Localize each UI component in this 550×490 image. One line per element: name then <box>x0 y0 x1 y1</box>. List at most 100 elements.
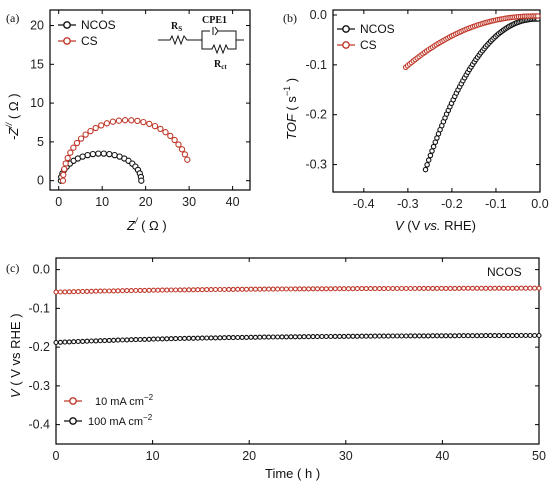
panel-b-ncos-point <box>425 157 432 163</box>
panel-a-x-label: Z/ ( Ω ) <box>126 216 167 233</box>
panel-c-series-1-point <box>75 338 81 345</box>
panel-c-series-0-point <box>115 288 121 294</box>
panel-b-y-tick-label: -0.3 <box>305 158 327 172</box>
panel-c-series-1-point <box>115 337 121 343</box>
panel-c-series-1-point <box>532 332 538 339</box>
panel-a-x-tick-label: 20 <box>139 195 153 209</box>
panel-c-series-1-point <box>412 333 418 339</box>
panel-c-series-1-point <box>381 333 387 339</box>
panel-b-x-tick-label: -0.1 <box>485 197 507 211</box>
panel-c-series-0-point <box>66 289 72 295</box>
panel-a-y-tick-label: 5 <box>37 135 44 149</box>
panel-c-series-1-point <box>443 333 449 339</box>
panel-c-series-1-point <box>173 336 179 342</box>
panel-c-series-1-point <box>57 339 63 345</box>
panel-c-series-0-point <box>465 285 471 291</box>
panel-c-series-0-point <box>447 285 453 291</box>
panel-c-series-0-point <box>376 286 383 292</box>
panel-c-series-0-point <box>385 285 391 292</box>
panel-a-y-tick-label: 0 <box>37 174 44 188</box>
panel-c-series-1-point <box>501 333 507 339</box>
panel-c-series-1-point <box>93 338 99 344</box>
panel-c-x-tick-label: 20 <box>242 449 256 463</box>
panel-c: (c) 0 10 20 30 40 50 0.0 -0.1 -0.2 -0.3 -0.4 NCOS… <box>6 257 546 481</box>
panel-c-series-1-point <box>372 333 378 339</box>
panel-c-series-0-point <box>270 286 276 292</box>
panel-c-series-0-point <box>204 287 210 293</box>
panel-a-cs-point <box>73 139 81 147</box>
panel-c-series-1-point <box>62 339 68 345</box>
panel-c-frame <box>55 257 540 445</box>
panel-a-cs-point <box>175 141 182 148</box>
panel-c-series-1-point <box>350 333 356 339</box>
panel-c-annotation: NCOS <box>487 265 522 279</box>
panel-c-series-0-point <box>279 286 285 292</box>
panel-c-series-0-point <box>53 289 59 295</box>
panel-c-series-1-point <box>111 337 117 343</box>
panel-c-series-1-point <box>297 334 303 340</box>
panel-c-series-0-point <box>288 286 294 292</box>
panel-b-ncos-point <box>427 152 434 159</box>
panel-b-ncos-point <box>424 162 430 168</box>
panel-c-series-1-point <box>261 334 267 340</box>
panel-c-series-0-point <box>394 285 400 292</box>
legend-c-100ma-label: 100 mA cm−2 <box>88 413 153 428</box>
panel-c-series-1-point <box>465 333 471 339</box>
panel-c-series-0-point <box>421 285 427 291</box>
panel-c-series-0-point <box>164 287 170 293</box>
panel-c-series-1-point <box>221 335 227 341</box>
panel-c-series-1-point <box>536 332 542 339</box>
panel-c-series-1-point <box>332 333 338 339</box>
panel-c-series-0-point <box>345 286 352 292</box>
panel-b-frame <box>332 9 541 193</box>
panel-c-series-0-point <box>514 285 520 291</box>
panel-c-series-0-point <box>310 286 316 292</box>
panel-c-y-tick-label: -0.1 <box>28 301 50 315</box>
panel-c-series-0-point <box>469 285 476 291</box>
panel-c-series-1-point <box>177 335 183 342</box>
panel-c-series-0-point <box>62 289 68 295</box>
panel-c-series-0-point <box>337 286 343 292</box>
legend-c-10ma-label: 10 mA cm−2 <box>95 393 154 408</box>
panel-c-series-1-point <box>155 336 161 342</box>
panel-c-series-0-point <box>456 285 462 291</box>
panel-c-series-0-point <box>403 285 409 292</box>
panel-a-cs-point <box>121 117 129 124</box>
panel-c-series-1-point <box>168 336 174 342</box>
panel-c-series-1-point <box>469 333 476 339</box>
panel-a-cs-point <box>128 117 135 124</box>
panel-c-series-1-point <box>292 334 298 340</box>
panel-c-series-0-point <box>248 286 254 292</box>
panel-c-series-1-point <box>243 334 250 340</box>
panel-c-series-0-point <box>425 285 431 291</box>
panel-c-series-1-point <box>354 333 360 339</box>
panel-c-series-0-point <box>168 287 174 293</box>
panel-c-legend: 10 mA cm−2 100 mA cm−2 <box>64 393 154 428</box>
panel-c-series-0-point <box>142 287 148 293</box>
panel-c-series-1-point <box>257 334 263 340</box>
panel-c-series-0-point <box>536 285 542 291</box>
panel-c-series-0-point <box>297 286 303 292</box>
panel-c-series-0-point <box>368 286 374 292</box>
panel-c-series-1-point <box>106 337 112 343</box>
panel-c-series-1-point <box>270 334 276 340</box>
panel-c-series-0-point <box>239 286 245 292</box>
panel-c-series-1-point <box>230 335 236 341</box>
panel-a-cs-point <box>109 118 117 125</box>
panel-b-x-ticks: -0.4 -0.3 -0.2 -0.1 0.0 <box>353 10 549 211</box>
panel-c-series-0-point <box>93 288 99 294</box>
panel-b-x-tick-label: 0.0 <box>531 197 548 211</box>
panel-a-x-tick-label: 40 <box>226 195 240 209</box>
panel-c-series-0-point <box>181 287 188 293</box>
panel-c-series-0-point <box>430 285 436 291</box>
panel-c-series-0-point <box>527 285 533 291</box>
panel-c-series-0-point <box>323 286 329 292</box>
panel-a-ncos-point <box>84 151 91 159</box>
panel-c-series-0-point <box>71 289 77 295</box>
panel-c-series-1-point <box>376 333 383 339</box>
panel-b-ncos-point <box>429 148 435 154</box>
panel-b: (b) -0.4 -0.3 -0.2 -0.1 0.0 0.0-0.1-0.2-0.3 … <box>282 8 549 233</box>
panel-c-series-0-point <box>257 286 263 292</box>
panel-c-series-0-point <box>177 287 183 293</box>
panel-c-series-1-point <box>164 336 170 342</box>
